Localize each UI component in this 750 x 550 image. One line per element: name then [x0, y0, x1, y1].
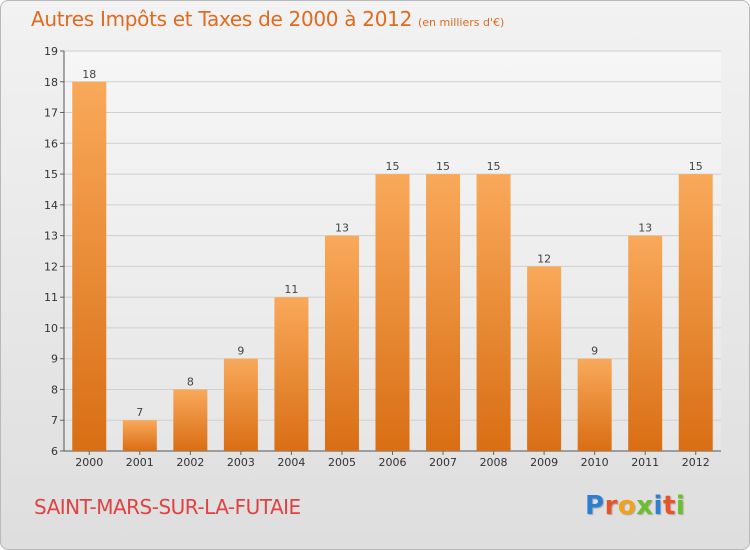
- logo-letter: t: [662, 491, 676, 521]
- y-tick-label: 12: [44, 260, 58, 273]
- data-label: 15: [436, 160, 450, 173]
- bar: [72, 81, 107, 452]
- data-label: 8: [187, 375, 194, 388]
- bar: [577, 358, 612, 451]
- bar: [122, 420, 157, 451]
- x-tick-label: 2004: [277, 456, 305, 469]
- y-tick-label: 10: [44, 322, 58, 335]
- logo-letter: i: [653, 491, 663, 521]
- y-tick-label: 17: [44, 107, 58, 120]
- x-tick-label: 2008: [480, 456, 508, 469]
- logo-letter: x: [636, 491, 654, 521]
- data-label: 15: [487, 160, 501, 173]
- data-label: 12: [537, 252, 551, 265]
- x-tick-label: 2011: [631, 456, 659, 469]
- x-tick-label: 2012: [682, 456, 710, 469]
- bar: [173, 389, 208, 451]
- y-tick-label: 9: [51, 353, 58, 366]
- bar: [678, 174, 713, 452]
- y-tick-label: 7: [51, 414, 58, 427]
- y-tick-label: 13: [44, 230, 58, 243]
- x-tick-label: 2007: [429, 456, 457, 469]
- data-label: 15: [386, 160, 400, 173]
- data-label: 18: [82, 68, 96, 81]
- data-label: 7: [136, 406, 143, 419]
- data-label: 9: [591, 345, 598, 358]
- bar: [375, 174, 410, 452]
- bar: [324, 235, 359, 451]
- x-tick-label: 2009: [530, 456, 558, 469]
- proxiti-logo: Proxiti: [585, 491, 685, 521]
- chart-title-text: Autres Impôts et Taxes de 2000 à 2012: [31, 7, 412, 31]
- y-tick-label: 8: [51, 383, 58, 396]
- x-tick-label: 2000: [75, 456, 103, 469]
- data-label: 15: [689, 160, 703, 173]
- bar: [628, 235, 663, 451]
- y-tick-label: 6: [51, 445, 58, 458]
- commune-name: SAINT-MARS-SUR-LA-FUTAIE: [34, 495, 301, 519]
- x-tick-label: 2005: [328, 456, 356, 469]
- bar: [223, 358, 258, 451]
- bar: [426, 174, 461, 452]
- y-tick-label: 15: [44, 168, 58, 181]
- chart-title: Autres Impôts et Taxes de 2000 à 2012 (en…: [31, 7, 504, 31]
- logo-letter: P: [585, 491, 605, 521]
- y-tick-label: 18: [44, 76, 58, 89]
- x-tick-label: 2002: [176, 456, 204, 469]
- data-label: 9: [237, 345, 244, 358]
- x-tick-label: 2003: [227, 456, 255, 469]
- bar: [476, 174, 511, 452]
- logo-letter: r: [604, 491, 618, 521]
- y-tick-label: 14: [44, 199, 58, 212]
- x-tick-label: 2001: [126, 456, 154, 469]
- data-label: 13: [335, 222, 349, 235]
- x-tick-label: 2006: [379, 456, 407, 469]
- data-label: 13: [638, 222, 652, 235]
- logo-letter: o: [617, 491, 637, 521]
- logo-letter: i: [675, 491, 686, 521]
- bar: [274, 297, 309, 451]
- data-label: 11: [284, 283, 298, 296]
- bar: [527, 266, 562, 451]
- chart-unit: (en milliers d'€): [418, 16, 505, 29]
- y-tick-label: 16: [44, 137, 58, 150]
- y-tick-label: 19: [44, 45, 58, 58]
- y-tick-label: 11: [44, 291, 58, 304]
- x-tick-label: 2010: [581, 456, 609, 469]
